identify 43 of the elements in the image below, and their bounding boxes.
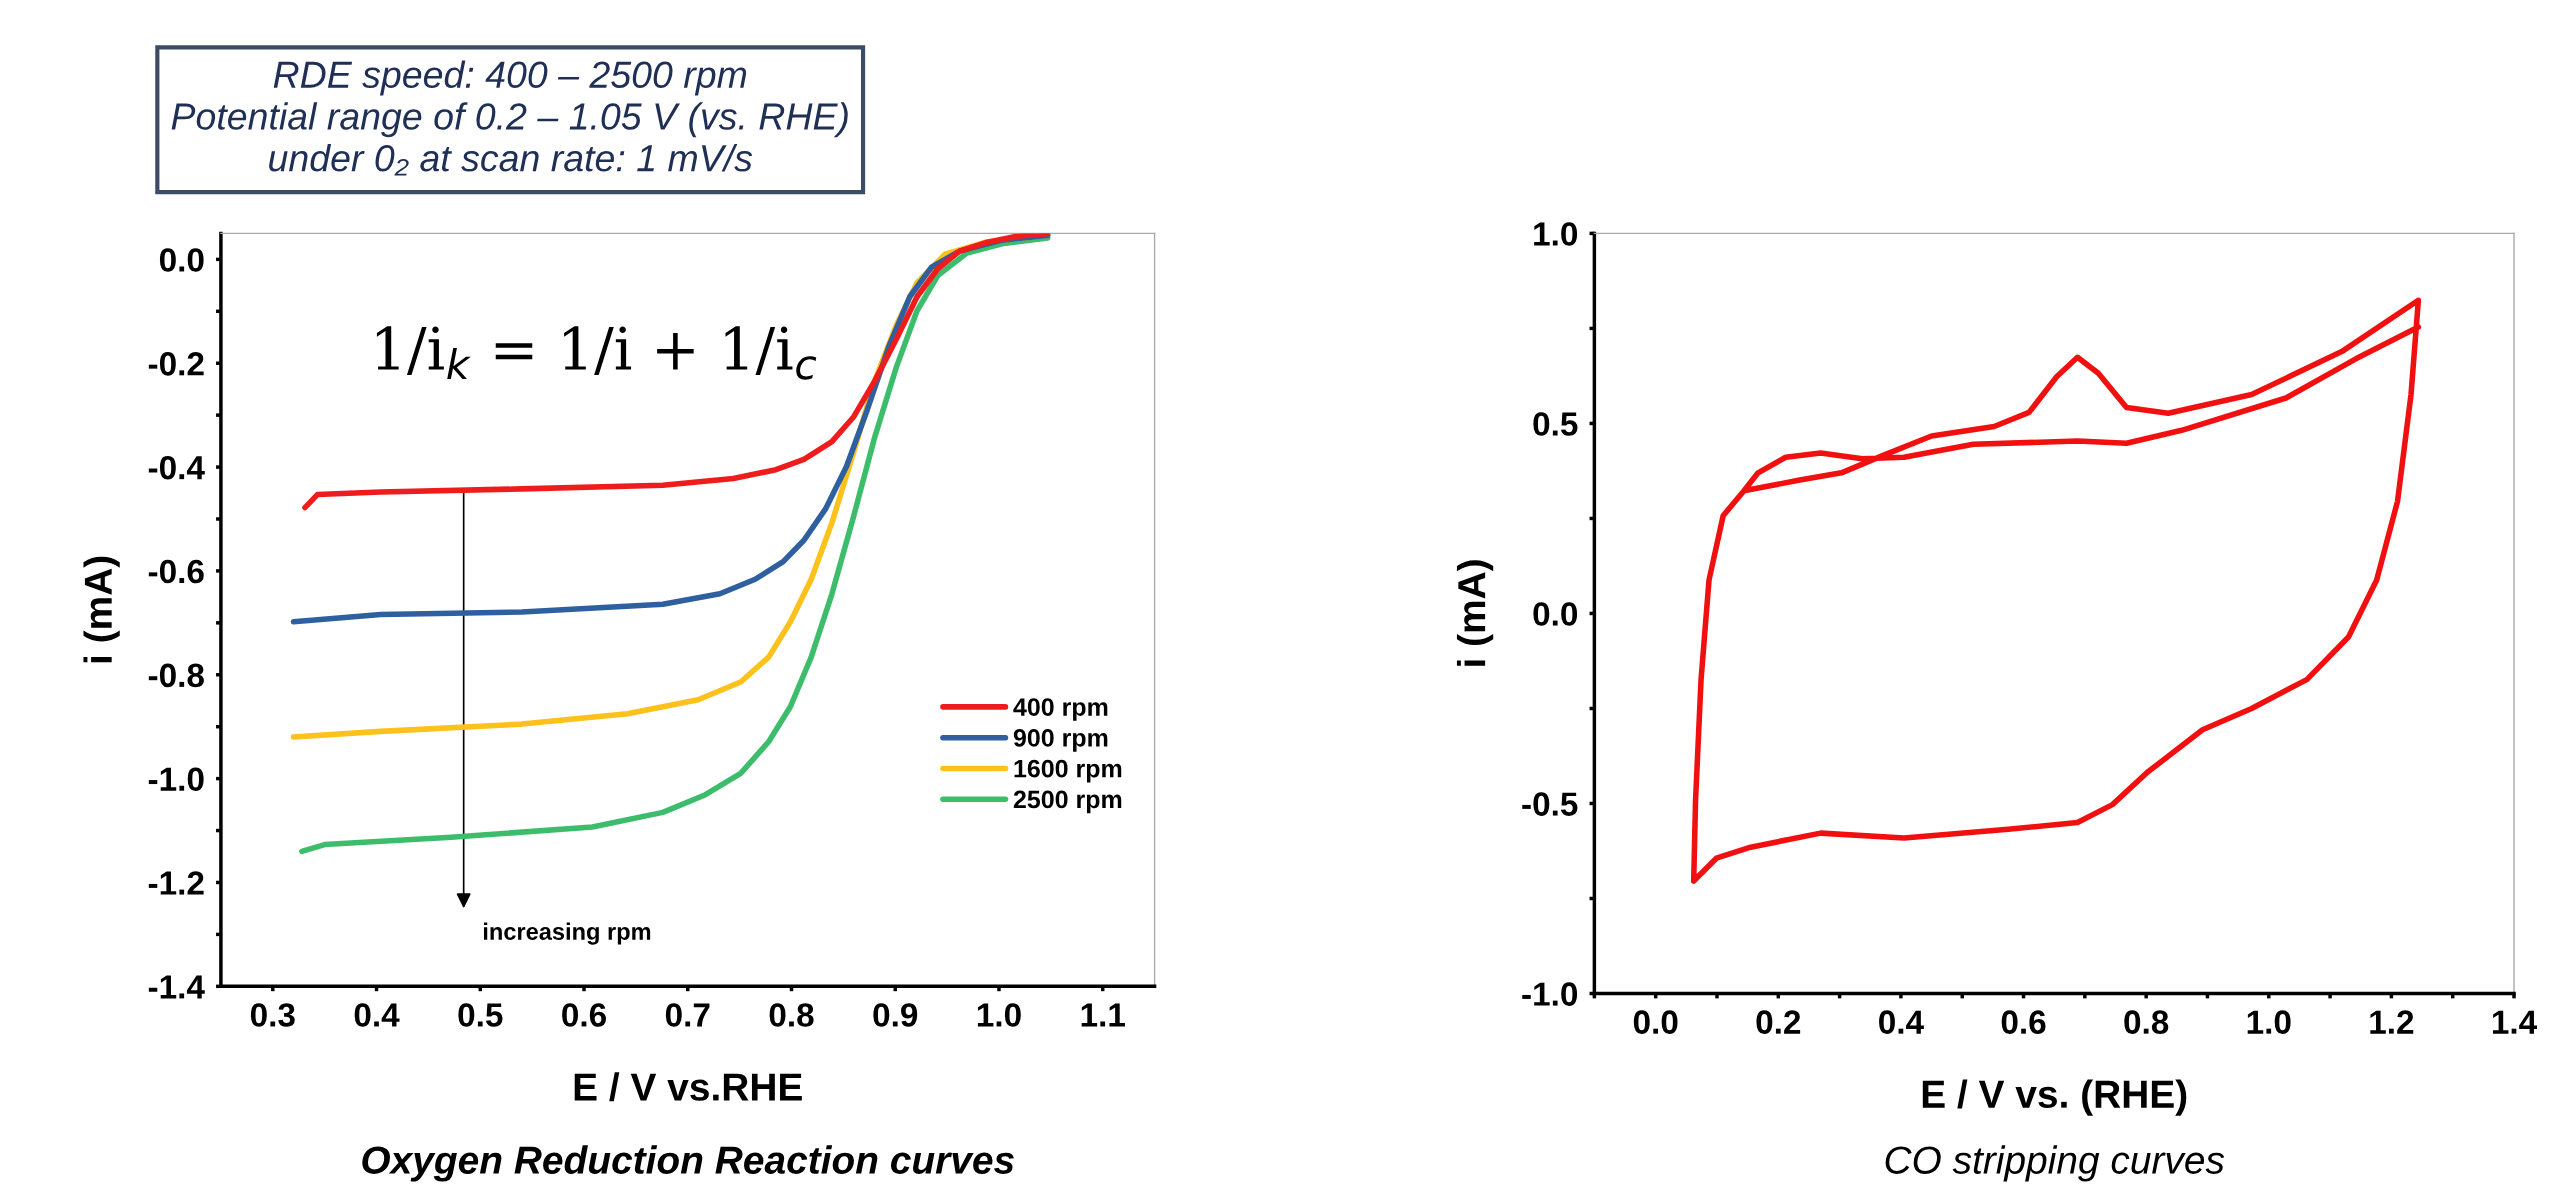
x-tick-label: 0.7 — [665, 1003, 710, 1027]
y-tick-label: -0.8 — [148, 663, 204, 688]
annotation: increasing rpm — [483, 922, 651, 945]
x-tick-label: 0.5 — [458, 1003, 503, 1027]
x-axis-title: E / V vs.RHE — [574, 1072, 802, 1102]
annotation: 1/i$_{k}$ = 1/i + 1/i$_{c}$ — [376, 326, 817, 380]
x-tick-label: 0.4 — [354, 1003, 400, 1027]
y-tick-label: 1.0 — [1534, 222, 1578, 246]
x-tick-label: 1.0 — [2247, 1010, 2291, 1034]
x-tick-label: 0.9 — [873, 1003, 918, 1027]
legend-label: 1600 rpm — [1014, 759, 1122, 783]
legend-label: 2500 rpm — [1013, 790, 1122, 814]
y-tick-label: -0.4 — [148, 455, 205, 480]
x-tick-label: 0.6 — [2001, 1010, 2046, 1034]
legend-label: 900 rpm — [1013, 728, 1108, 752]
y-tick-label: -1.0 — [1522, 982, 1578, 1006]
y-axis-title: i (mA) — [83, 556, 120, 663]
x-tick-label: 0.0 — [1633, 1010, 1678, 1034]
text: CO stripping curves — [1885, 1145, 2225, 1182]
y-tick-label: 0.0 — [159, 248, 204, 272]
y-tick-label: 0.5 — [1533, 412, 1578, 436]
x-tick-label: 0.4 — [1879, 1010, 1924, 1034]
x-tick-label: 0.8 — [2124, 1010, 2169, 1034]
x-tick-label: 1.1 — [1081, 1003, 1125, 1027]
x-axis-title: E / V vs. (RHE) — [1922, 1079, 2187, 1116]
y-tick-label: -0.5 — [1522, 792, 1578, 816]
y-tick-label: -0.6 — [148, 559, 204, 584]
chart-subtitle: RDE speed: 400 – 2500 rpm Potential range of 0.2 – 1.05 V (vs. RHE) under 0₂ at scan rate: 1 mV/s — [171, 60, 848, 176]
x-tick-label: 1.0 — [977, 1003, 1021, 1027]
legend-label: 400 rpm — [1013, 698, 1108, 721]
y-tick-label: 0.0 — [1533, 602, 1578, 626]
x-tick-label: 0.2 — [1756, 1010, 1801, 1034]
text: Oxygen Reduction Reaction curves — [362, 1145, 1014, 1182]
x-tick-label: 1.2 — [2370, 1010, 2414, 1034]
y-axis-title: i (mA) — [1456, 560, 1494, 666]
x-tick-label: 1.4 — [2492, 1010, 2537, 1034]
x-tick-label: 0.3 — [250, 1003, 295, 1027]
y-tick-label: -1.2 — [148, 871, 204, 895]
x-tick-label: 0.6 — [562, 1003, 606, 1027]
x-tick-label: 0.8 — [769, 1003, 814, 1027]
y-tick-label: -1.4 — [148, 975, 205, 999]
y-tick-label: -0.2 — [148, 352, 204, 376]
y-tick-label: -1.0 — [148, 767, 204, 792]
